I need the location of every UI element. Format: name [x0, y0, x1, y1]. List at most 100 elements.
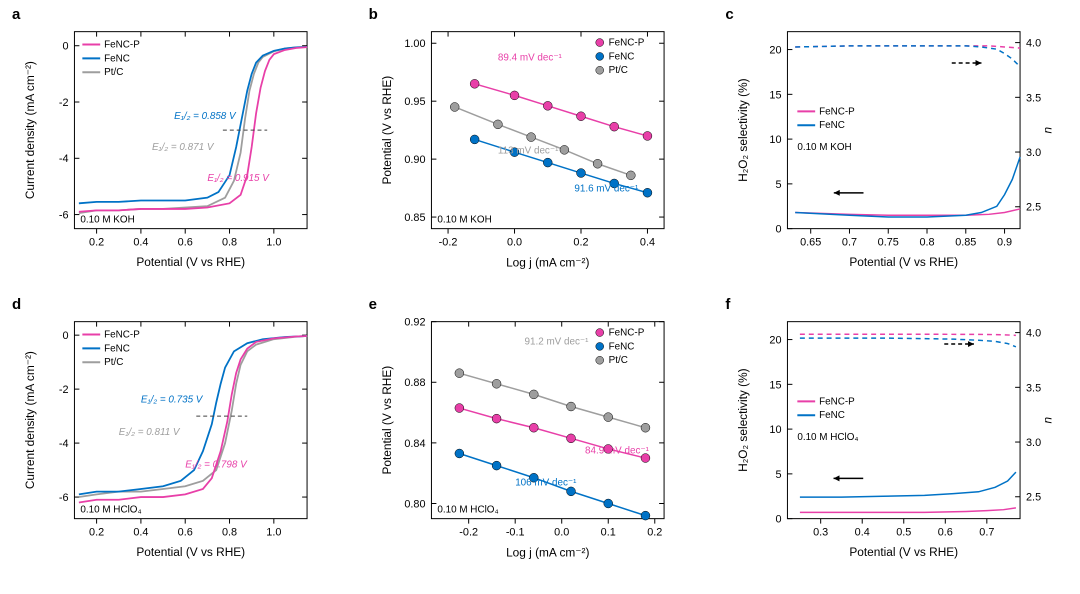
svg-text:0: 0	[62, 41, 68, 53]
svg-text:0.6: 0.6	[178, 236, 193, 248]
svg-text:n: n	[1041, 126, 1055, 133]
svg-text:FeNC-P: FeNC-P	[608, 38, 644, 49]
svg-text:0.85: 0.85	[956, 236, 977, 248]
svg-text:5: 5	[776, 469, 782, 481]
svg-text:FeNC: FeNC	[104, 53, 130, 64]
panel-c: c 0.650.70.750.80.850.9051015202.53.03.5…	[733, 10, 1060, 280]
svg-text:0: 0	[62, 330, 68, 342]
svg-text:1.00: 1.00	[404, 38, 425, 50]
svg-text:3.5: 3.5	[1026, 92, 1041, 104]
svg-text:Potential (V vs RHE): Potential (V vs RHE)	[136, 545, 245, 559]
svg-text:0.90: 0.90	[404, 154, 425, 166]
svg-text:Current density (mA cm⁻²): Current density (mA cm⁻²)	[23, 351, 37, 489]
svg-text:113 mV dec⁻¹: 113 mV dec⁻¹	[498, 145, 559, 156]
panel-f: f 0.30.40.50.60.7051015202.53.03.54.0Pot…	[733, 300, 1060, 570]
svg-text:0.7: 0.7	[842, 236, 857, 248]
svg-text:0.10 M HClO₄: 0.10 M HClO₄	[80, 505, 141, 516]
svg-text:Potential (V vs RHE): Potential (V vs RHE)	[850, 255, 959, 269]
svg-text:FeNC: FeNC	[104, 343, 130, 354]
svg-text:0.4: 0.4	[133, 526, 148, 538]
svg-text:E₁/₂ = 0.871 V: E₁/₂ = 0.871 V	[152, 142, 215, 153]
svg-text:0.6: 0.6	[178, 526, 193, 538]
svg-text:15: 15	[770, 89, 782, 101]
svg-text:n: n	[1041, 416, 1055, 423]
svg-text:0.9: 0.9	[997, 236, 1012, 248]
panel-label-d: d	[12, 296, 21, 313]
svg-text:Pt/C: Pt/C	[608, 65, 627, 76]
svg-text:Potential (V vs RHE): Potential (V vs RHE)	[380, 76, 394, 185]
panel-label-b: b	[369, 6, 378, 23]
svg-text:Potential (V vs RHE): Potential (V vs RHE)	[850, 545, 959, 559]
svg-text:E₁/₂ = 0.798 V: E₁/₂ = 0.798 V	[185, 459, 248, 470]
svg-text:0.1: 0.1	[600, 526, 615, 538]
svg-text:0.8: 0.8	[920, 236, 935, 248]
svg-text:5: 5	[776, 179, 782, 191]
svg-text:4.0: 4.0	[1026, 328, 1041, 340]
svg-text:FeNC-P: FeNC-P	[608, 328, 644, 339]
svg-text:0.2: 0.2	[573, 236, 588, 248]
svg-text:E₁/₂ = 0.915 V: E₁/₂ = 0.915 V	[207, 173, 270, 184]
svg-text:-0.1: -0.1	[505, 526, 524, 538]
svg-text:Pt/C: Pt/C	[104, 357, 123, 368]
svg-text:FeNC: FeNC	[819, 120, 845, 131]
figure-grid: a 0.20.40.60.81.0-6-4-20Potential (V vs …	[20, 10, 1060, 570]
svg-text:-0.2: -0.2	[459, 526, 478, 538]
svg-text:0.95: 0.95	[404, 96, 425, 108]
svg-text:-6: -6	[59, 492, 69, 504]
svg-text:0.0: 0.0	[507, 236, 522, 248]
svg-text:E₁/₂ = 0.858 V: E₁/₂ = 0.858 V	[174, 111, 237, 122]
svg-text:FeNC-P: FeNC-P	[819, 396, 855, 407]
svg-text:0.92: 0.92	[404, 317, 425, 329]
svg-text:H₂O₂ selectivity (%): H₂O₂ selectivity (%)	[736, 78, 750, 181]
svg-text:FeNC: FeNC	[608, 341, 634, 352]
svg-text:Potential (V vs RHE): Potential (V vs RHE)	[136, 255, 245, 269]
svg-text:0.65: 0.65	[800, 236, 821, 248]
svg-text:FeNC: FeNC	[819, 410, 845, 421]
svg-text:FeNC: FeNC	[608, 51, 634, 62]
svg-text:-4: -4	[59, 438, 69, 450]
svg-text:E₁/₂ = 0.811 V: E₁/₂ = 0.811 V	[119, 427, 181, 438]
svg-text:0.10 M KOH: 0.10 M KOH	[798, 142, 852, 153]
svg-text:0.10 M KOH: 0.10 M KOH	[80, 215, 134, 226]
svg-text:0.10 M HClO₄: 0.10 M HClO₄	[798, 432, 859, 443]
svg-text:2.5: 2.5	[1026, 202, 1041, 214]
svg-text:0: 0	[776, 224, 782, 236]
svg-text:89.4 mV dec⁻¹: 89.4 mV dec⁻¹	[498, 53, 563, 64]
svg-text:0.10 M KOH: 0.10 M KOH	[437, 215, 491, 226]
svg-text:0.8: 0.8	[222, 526, 237, 538]
svg-text:1.0: 1.0	[266, 236, 281, 248]
panel-b: b -0.20.00.20.40.850.900.951.00Log j (mA…	[377, 10, 704, 280]
svg-text:Pt/C: Pt/C	[608, 355, 627, 366]
svg-text:0.0: 0.0	[554, 526, 569, 538]
svg-text:0.2: 0.2	[89, 236, 104, 248]
svg-text:Pt/C: Pt/C	[104, 67, 123, 78]
svg-text:-2: -2	[59, 97, 69, 109]
svg-text:2.5: 2.5	[1026, 492, 1041, 504]
svg-text:Log j (mA cm⁻²): Log j (mA cm⁻²)	[506, 545, 589, 559]
svg-text:3.0: 3.0	[1026, 437, 1041, 449]
svg-text:0.8: 0.8	[222, 236, 237, 248]
svg-text:106 mV dec⁻¹: 106 mV dec⁻¹	[515, 477, 577, 488]
svg-text:Log j (mA cm⁻²): Log j (mA cm⁻²)	[506, 255, 589, 269]
svg-text:0.4: 0.4	[855, 526, 870, 538]
svg-text:1.0: 1.0	[266, 526, 281, 538]
svg-text:-4: -4	[59, 153, 69, 165]
svg-text:0.6: 0.6	[938, 526, 953, 538]
svg-text:20: 20	[770, 335, 782, 347]
svg-text:FeNC-P: FeNC-P	[819, 106, 855, 117]
svg-text:91.6 mV dec⁻¹: 91.6 mV dec⁻¹	[574, 184, 639, 195]
svg-text:3.5: 3.5	[1026, 382, 1041, 394]
panel-d: d 0.20.40.60.81.0-6-4-20Potential (V vs …	[20, 300, 347, 570]
svg-text:10: 10	[770, 134, 782, 146]
svg-text:0.84: 0.84	[404, 438, 425, 450]
panel-e: e -0.2-0.10.00.10.20.800.840.880.92Log j…	[377, 300, 704, 570]
svg-text:4.0: 4.0	[1026, 38, 1041, 50]
svg-text:0.4: 0.4	[640, 236, 655, 248]
svg-text:Potential (V vs RHE): Potential (V vs RHE)	[380, 366, 394, 475]
svg-text:0.85: 0.85	[404, 212, 425, 224]
svg-text:E₁/₂ = 0.735 V: E₁/₂ = 0.735 V	[141, 395, 204, 406]
svg-text:15: 15	[770, 379, 782, 391]
svg-text:10: 10	[770, 424, 782, 436]
svg-text:FeNC-P: FeNC-P	[104, 329, 140, 340]
svg-text:0.10 M HClO₄: 0.10 M HClO₄	[437, 505, 498, 516]
